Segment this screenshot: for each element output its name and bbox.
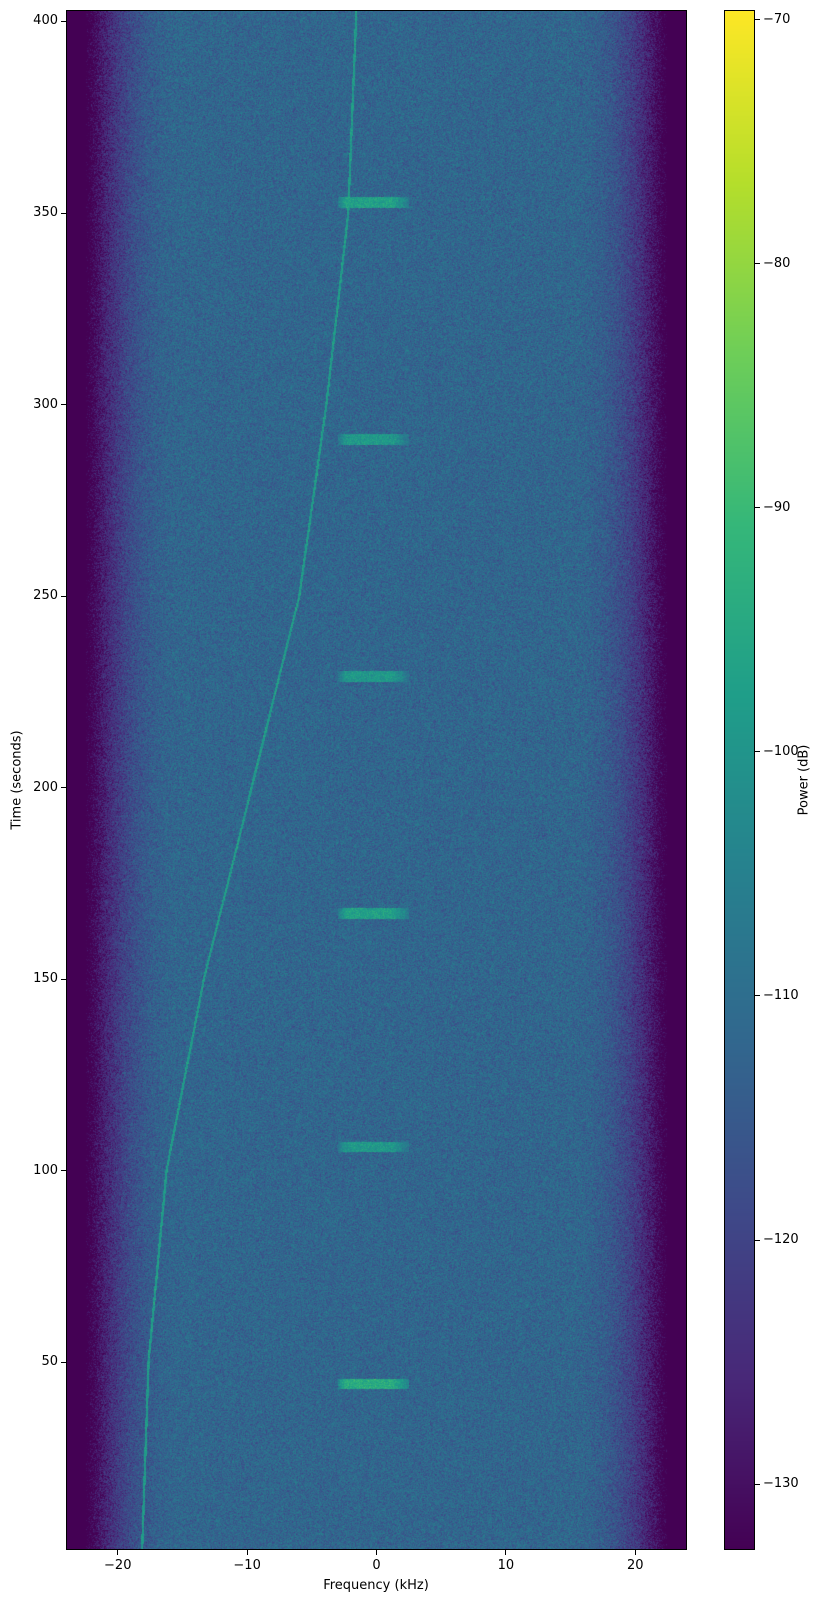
colorbar-tick-label: −110 <box>763 987 799 1003</box>
x-tick-label: −10 <box>233 1558 261 1573</box>
colorbar <box>724 10 755 1550</box>
colorbar-tick-label: −90 <box>763 499 791 515</box>
x-tick-label: 0 <box>372 1558 381 1573</box>
spectrogram-plot <box>66 10 687 1550</box>
y-tick <box>61 1361 66 1363</box>
y-tick <box>61 20 66 22</box>
y-tick <box>61 787 66 789</box>
x-tick-label: 10 <box>497 1558 515 1573</box>
x-tick <box>634 1550 636 1555</box>
colorbar-tick <box>755 507 760 509</box>
y-tick <box>61 595 66 597</box>
y-axis-label: Time (seconds) <box>9 730 25 830</box>
colorbar-tick <box>755 751 760 753</box>
y-tick-label: 100 <box>33 1162 58 1178</box>
colorbar-tick-label: −80 <box>763 255 791 271</box>
colorbar-tick <box>755 1239 760 1241</box>
y-tick <box>61 404 66 406</box>
x-tick-label: 20 <box>626 1558 644 1573</box>
colorbar-tick <box>755 1483 760 1485</box>
y-tick-label: 400 <box>33 13 58 29</box>
x-tick-label: −20 <box>104 1558 132 1573</box>
y-tick-label: 150 <box>33 971 58 987</box>
colorbar-tick <box>755 19 760 21</box>
colorbar-tick-label: −130 <box>763 1476 799 1492</box>
y-tick-label: 50 <box>41 1354 58 1370</box>
y-tick-label: 350 <box>33 205 58 221</box>
y-tick <box>61 1170 66 1172</box>
x-tick <box>246 1550 248 1555</box>
y-tick-label: 200 <box>33 779 58 795</box>
colorbar-tick <box>755 995 760 997</box>
colorbar-tick-label: −100 <box>763 743 799 759</box>
x-tick <box>117 1550 119 1555</box>
y-tick-label: 300 <box>33 396 58 412</box>
x-axis-label: Frequency (kHz) <box>323 1578 429 1593</box>
y-tick-label: 250 <box>33 588 58 604</box>
colorbar-tick <box>755 263 760 265</box>
x-tick <box>376 1550 377 1555</box>
spectrogram-heatmap <box>67 11 686 1549</box>
colorbar-tick-label: −70 <box>763 11 791 27</box>
colorbar-tick-label: −120 <box>763 1232 799 1248</box>
x-tick <box>505 1550 507 1555</box>
y-tick <box>61 978 66 980</box>
y-tick <box>61 212 66 214</box>
colorbar-label: Power (dB) <box>796 744 812 816</box>
